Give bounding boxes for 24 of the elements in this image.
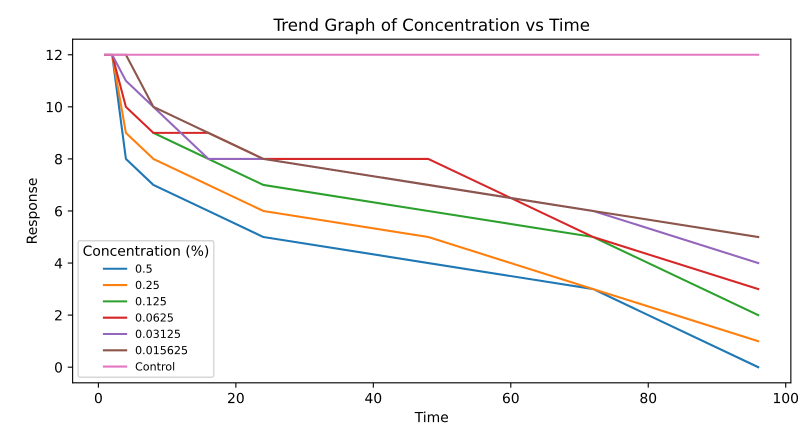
legend-label: 0.015625 bbox=[136, 346, 188, 354]
legend-label: 0.03125 bbox=[136, 330, 180, 338]
y-tick-label: 0 bbox=[54, 362, 62, 373]
y-tick-label: 4 bbox=[54, 258, 62, 268]
x-axis-title: Time bbox=[414, 412, 448, 422]
y-axis-title: Response bbox=[26, 178, 40, 243]
legend-label: 0.25 bbox=[136, 280, 159, 290]
legend-label: Control bbox=[136, 362, 174, 371]
y-tick-label: 6 bbox=[55, 206, 62, 216]
y-tick-label: 2 bbox=[55, 310, 62, 320]
legend-label: 0.125 bbox=[136, 297, 166, 306]
y-tick-label: 12 bbox=[46, 50, 62, 60]
legend-label: 0.0625 bbox=[136, 313, 173, 322]
legend-label: 0.5 bbox=[136, 264, 152, 273]
legend-title: Concentration (%) bbox=[83, 245, 208, 258]
y-tick-label: 8 bbox=[55, 154, 62, 164]
x-tick-label: 20 bbox=[228, 392, 244, 404]
x-tick-label: 60 bbox=[502, 392, 519, 404]
x-tick-label: 100 bbox=[774, 392, 798, 404]
y-tick-label: 10 bbox=[46, 102, 62, 112]
x-tick-label: 40 bbox=[365, 392, 382, 404]
x-tick-label: 80 bbox=[640, 392, 656, 404]
chart-title: Trend Graph of Concentration vs Time bbox=[273, 18, 590, 34]
x-tick-label: 0 bbox=[94, 392, 102, 404]
